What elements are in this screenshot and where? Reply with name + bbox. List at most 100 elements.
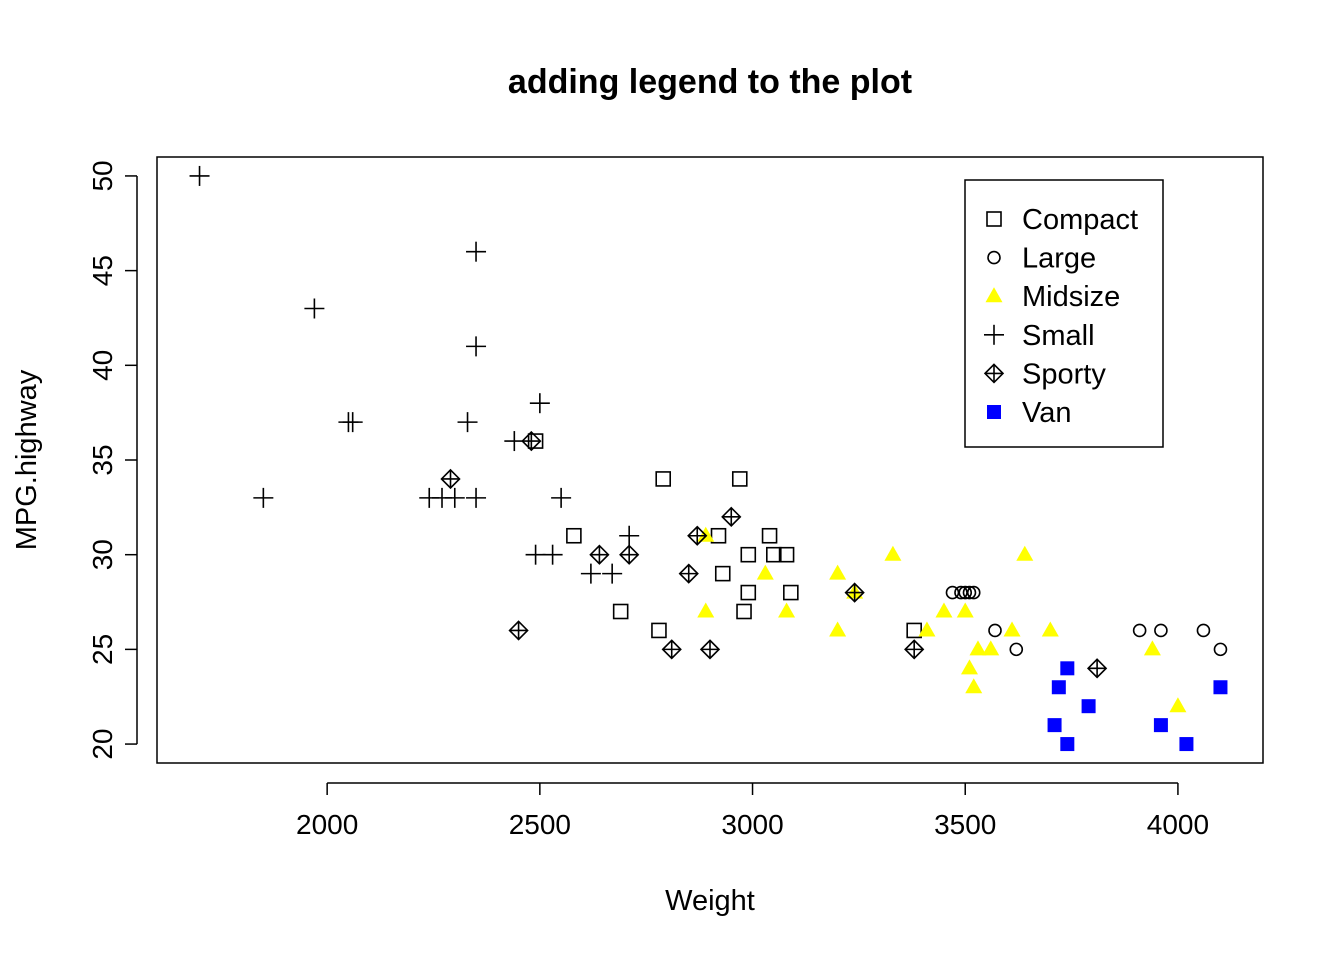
legend-label-small: Small (1022, 320, 1095, 352)
point-sporty (699, 639, 721, 660)
point-sporty (661, 639, 682, 660)
point-sporty (619, 544, 640, 565)
point-midsize (756, 564, 774, 580)
point-compact (736, 603, 752, 620)
legend: Compact Large Midsize Small Sporty Van (964, 179, 1164, 448)
legend-label-midsize: Midsize (1022, 281, 1120, 313)
point-sporty (1086, 658, 1108, 679)
point-small (253, 487, 274, 508)
point-compact (655, 471, 672, 487)
point-compact (740, 584, 757, 601)
point-sporty (440, 468, 461, 490)
point-midsize (884, 545, 902, 561)
point-small (602, 563, 623, 584)
point-small (542, 544, 563, 565)
point-sporty (678, 563, 699, 584)
point-compact (783, 584, 799, 601)
point-van (1060, 661, 1075, 676)
data-points (189, 165, 1228, 752)
point-small (466, 241, 487, 262)
point-large (1009, 642, 1024, 657)
point-small (504, 431, 525, 452)
point-small (619, 525, 640, 546)
legend-item-small: Small (984, 320, 1095, 352)
point-midsize (965, 678, 983, 694)
point-sporty (521, 430, 542, 452)
point-midsize (829, 564, 847, 580)
legend-label-large: Large (1022, 243, 1096, 275)
legend-box (964, 179, 1164, 448)
point-van (1179, 737, 1194, 752)
point-van (1213, 680, 1228, 695)
x-tick-label: 2500 (509, 809, 571, 840)
y-tick-label: 20 (87, 728, 118, 759)
x-tick-label: 2000 (296, 809, 358, 840)
x-axis: 2000 2500 3000 3500 4000 (296, 782, 1209, 840)
legend-label-compact: Compact (1022, 204, 1138, 236)
point-large (1154, 623, 1168, 638)
point-compact (612, 603, 629, 620)
point-compact (714, 565, 731, 582)
x-tick-label: 3000 (721, 809, 783, 840)
y-tick-label: 25 (87, 634, 118, 665)
point-midsize (982, 640, 1000, 656)
point-midsize (960, 659, 978, 675)
legend-item-van: Van (987, 397, 1071, 429)
point-compact (731, 471, 748, 487)
x-tick-label: 3500 (934, 809, 996, 840)
legend-marker-compact (986, 211, 1002, 227)
point-sporty (844, 582, 865, 603)
point-small (580, 563, 601, 584)
legend-item-midsize: Midsize (985, 281, 1120, 313)
point-compact (766, 546, 782, 563)
point-small (444, 487, 465, 508)
point-midsize (918, 621, 936, 637)
point-small (189, 165, 210, 186)
point-compact (651, 622, 667, 639)
point-van (1051, 680, 1066, 695)
point-small (466, 336, 487, 357)
legend-marker-small (984, 324, 1004, 345)
point-sporty (589, 544, 610, 565)
point-sporty (721, 506, 742, 527)
point-compact (906, 622, 922, 639)
point-large (1213, 642, 1228, 657)
point-small (342, 412, 363, 433)
point-large (988, 623, 1002, 638)
point-van (1047, 718, 1062, 733)
point-sporty (904, 639, 925, 660)
y-tick-label: 50 (87, 160, 118, 191)
point-small (304, 298, 325, 319)
point-midsize (1169, 697, 1187, 713)
legend-marker-large (987, 250, 1001, 265)
x-tick-label: 4000 (1147, 809, 1209, 840)
point-midsize (969, 640, 987, 656)
point-large (1132, 623, 1147, 638)
point-compact (566, 527, 582, 544)
point-midsize (829, 621, 847, 637)
point-large (962, 585, 977, 600)
point-compact (740, 546, 757, 563)
point-van (1153, 718, 1168, 733)
chart-title: adding legend to the plot (508, 63, 912, 101)
point-sporty (508, 620, 529, 641)
legend-label-sporty: Sporty (1022, 358, 1106, 390)
point-midsize (778, 602, 796, 618)
plot-frame (156, 156, 1264, 764)
legend-marker-midsize (985, 287, 1003, 303)
point-midsize (956, 602, 974, 618)
point-compact (761, 527, 778, 544)
legend-marker-sporty (983, 363, 1005, 384)
legend-item-compact: Compact (986, 204, 1138, 236)
point-small (551, 487, 572, 508)
legend-marker-van (987, 405, 1001, 419)
point-sporty (687, 525, 708, 546)
y-tick-label: 40 (87, 350, 118, 381)
y-tick-label: 45 (87, 255, 118, 286)
y-axis-label: MPG.highway (11, 369, 43, 550)
point-compact (778, 546, 795, 563)
point-large (958, 585, 973, 600)
point-van (1060, 737, 1075, 752)
point-van (1081, 699, 1096, 714)
